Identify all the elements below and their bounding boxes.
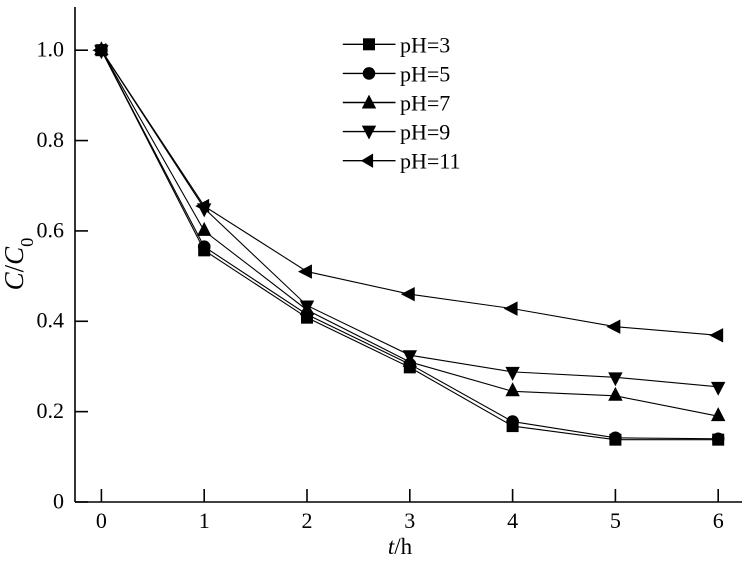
svg-text:1.0: 1.0 xyxy=(37,37,65,62)
svg-text:pH=5: pH=5 xyxy=(400,61,450,86)
svg-text:0.2: 0.2 xyxy=(37,398,65,423)
svg-text:5: 5 xyxy=(610,508,621,533)
svg-text:pH=11: pH=11 xyxy=(400,149,460,174)
svg-text:pH=9: pH=9 xyxy=(400,120,450,145)
svg-text:1: 1 xyxy=(199,508,210,533)
svg-text:3: 3 xyxy=(404,508,415,533)
svg-text:0: 0 xyxy=(96,508,107,533)
svg-text:0.8: 0.8 xyxy=(37,127,65,152)
svg-text:0: 0 xyxy=(53,489,64,514)
svg-text:4: 4 xyxy=(507,508,518,533)
svg-text:0.4: 0.4 xyxy=(37,308,65,333)
svg-text:pH=3: pH=3 xyxy=(400,32,450,57)
svg-text:6: 6 xyxy=(713,508,724,533)
svg-text:0.6: 0.6 xyxy=(37,217,65,242)
svg-text:pH=7: pH=7 xyxy=(400,91,450,116)
svg-text:t/h: t/h xyxy=(388,534,413,559)
svg-text:2: 2 xyxy=(302,508,313,533)
